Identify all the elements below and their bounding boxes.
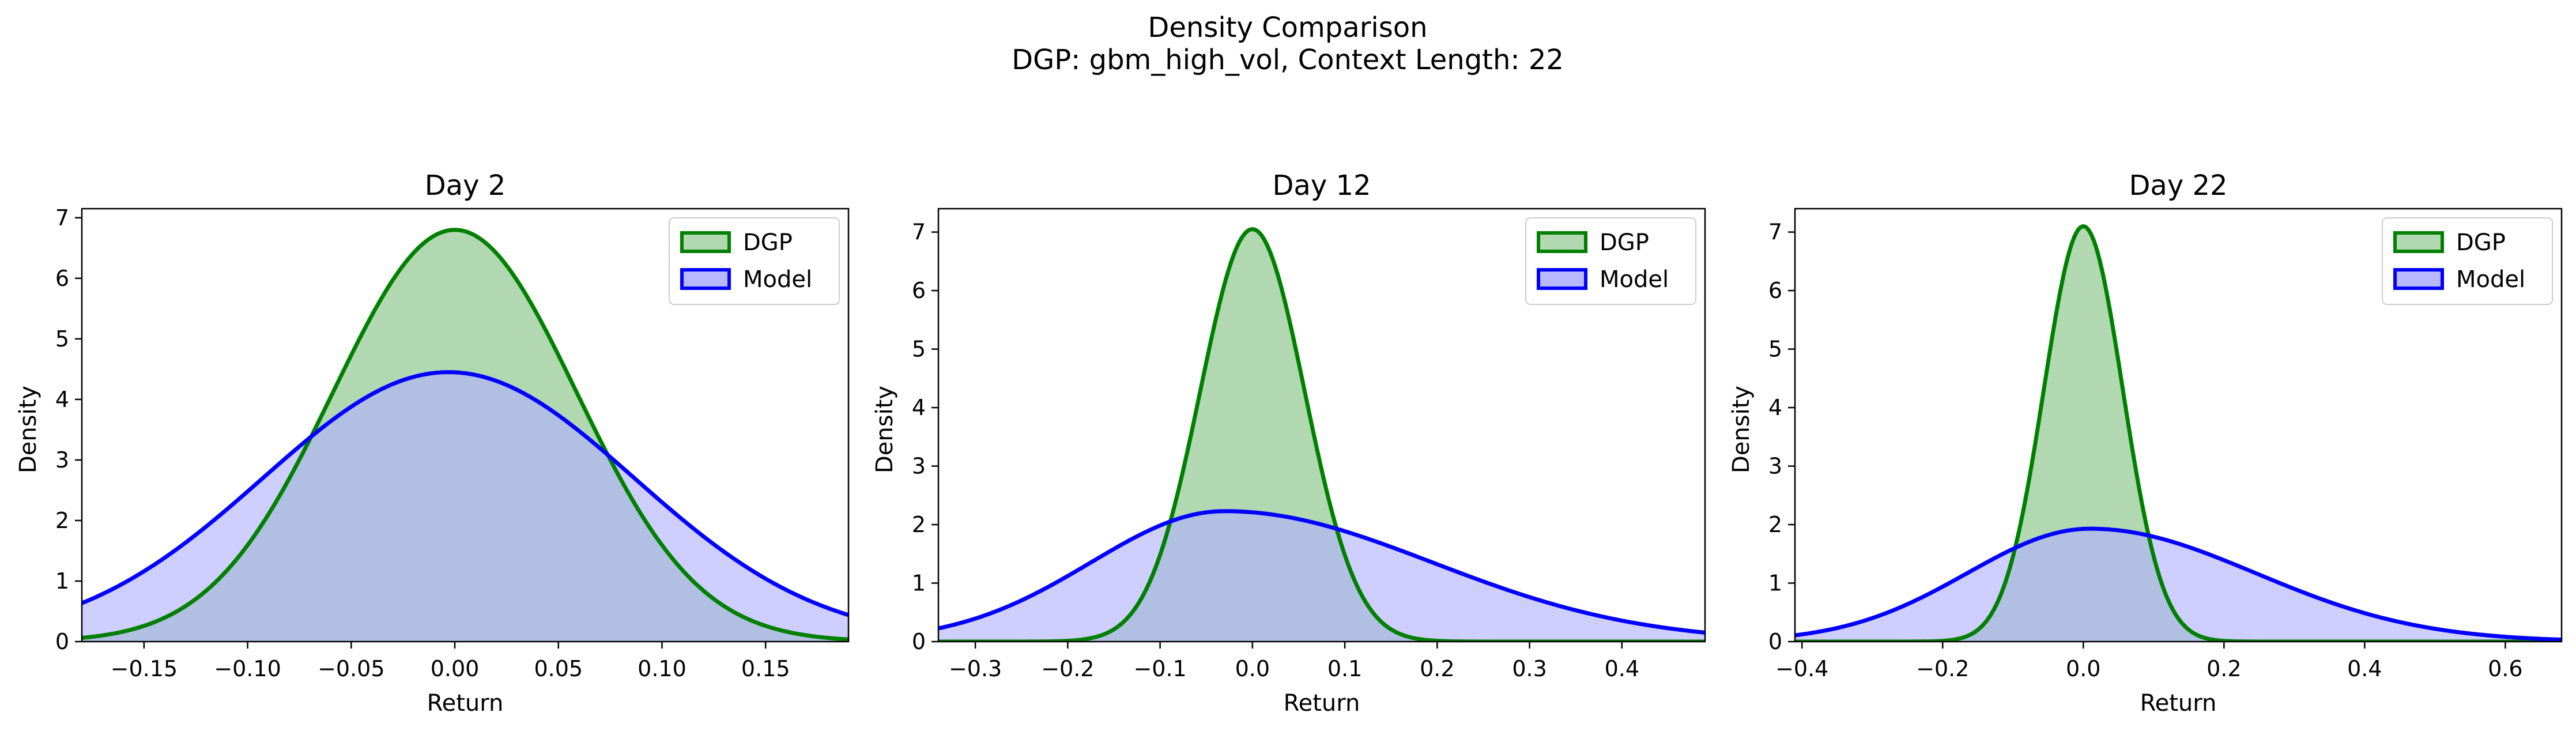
density-line-model — [938, 509, 1705, 635]
panel-title: Day 22 — [2129, 169, 2227, 202]
axes-frame — [81, 208, 850, 643]
y-tick-label: 1 — [55, 568, 69, 594]
legend-label-dgp: DGP — [2456, 229, 2506, 256]
legend: DGP Model — [669, 217, 840, 305]
x-tick-label: −0.4 — [1775, 656, 1828, 681]
plot-area: −0.15 −0.10 −0.05 0.00 0.05 0.10 0.15 0 1 2 3 4 5 6 7 D… — [55, 205, 850, 681]
panel-day-2: Day 2 −0.15 −0.10 −0.05 0.00 0.05 0.10 0.15 0 1 2… — [15, 169, 850, 717]
y-axis-label: Density — [872, 386, 898, 473]
x-tick-label: −0.2 — [1041, 656, 1094, 681]
x-tick-label: −0.05 — [318, 656, 384, 681]
y-tick-label: 4 — [1768, 395, 1782, 420]
density-fill-model — [82, 372, 848, 642]
legend-swatch-model — [2393, 268, 2444, 290]
y-tick-label: 6 — [55, 266, 69, 291]
x-tick-label: 0.3 — [1512, 656, 1547, 681]
y-tick-label: 1 — [1768, 571, 1782, 596]
y-tick-label: 7 — [1768, 220, 1782, 245]
x-tick-label: 0.0 — [1235, 656, 1270, 681]
x-tick-label: 0.1 — [1327, 656, 1362, 681]
legend-label-dgp: DGP — [1600, 229, 1649, 256]
y-tick-label: 6 — [912, 278, 926, 303]
x-axis-label: Return — [1284, 690, 1360, 717]
legend-swatch-dgp — [2393, 231, 2444, 253]
density-line-model — [1795, 526, 2562, 642]
legend: DGP Model — [1525, 217, 1696, 305]
x-tick-label: 0.00 — [431, 656, 480, 681]
density-fill-model — [938, 511, 1705, 642]
y-tick-label: 0 — [912, 629, 926, 654]
x-tick-label: 0.4 — [1605, 656, 1639, 681]
y-tick-label: 5 — [912, 337, 926, 362]
x-tick-label: −0.2 — [1916, 656, 1969, 681]
x-tick-label: −0.10 — [214, 656, 281, 681]
x-tick-label: 0.10 — [638, 656, 687, 681]
y-axis-label: Density — [15, 386, 42, 473]
plot-area: −0.4 −0.2 0.0 0.2 0.4 0.6 0 1 2 3 4 5 6 7 DGP Model — [1768, 208, 2563, 681]
x-tick-label: 0.05 — [534, 656, 583, 681]
x-tick-label: −0.15 — [111, 656, 178, 681]
y-tick-label: 0 — [1768, 629, 1782, 654]
figure-title: Density Comparison — [1148, 12, 1427, 44]
legend-label-dgp: DGP — [743, 229, 793, 256]
y-tick-label: 7 — [55, 205, 69, 231]
legend-swatch-model — [1537, 268, 1587, 290]
y-tick-label: 0 — [55, 629, 69, 654]
legend-label-model: Model — [743, 266, 812, 293]
y-tick-label: 4 — [55, 387, 69, 412]
panel-day-12: Day 12 −0.3 −0.2 −0.1 0.0 0.1 0.2 0.3 0.4 0 1 2 3 4 5… — [872, 169, 1706, 717]
x-tick-label: 0.2 — [1420, 656, 1454, 681]
x-tick-label: −0.1 — [1133, 656, 1186, 681]
y-tick-label: 1 — [912, 571, 926, 596]
x-tick-label: 0.0 — [2066, 656, 2100, 681]
figure-subtitle: DGP: gbm_high_vol, Context Length: 22 — [1012, 44, 1564, 76]
x-tick-label: 0.15 — [741, 656, 790, 681]
y-tick-label: 2 — [1768, 512, 1782, 537]
y-tick-label: 2 — [912, 512, 926, 537]
legend-label-model: Model — [2456, 266, 2525, 293]
density-line-dgp — [82, 228, 848, 642]
panel-title: Day 2 — [425, 169, 506, 202]
panel-title: Day 12 — [1272, 169, 1371, 202]
x-tick-label: 0.4 — [2347, 656, 2382, 681]
y-axis-label: Density — [1728, 386, 1755, 473]
y-tick-label: 7 — [912, 220, 926, 245]
legend-label-model: Model — [1600, 266, 1669, 293]
x-axis-label: Return — [2140, 690, 2217, 717]
y-tick-label: 3 — [55, 447, 69, 473]
y-tick-label: 6 — [1768, 278, 1782, 303]
y-tick-label: 3 — [1768, 454, 1782, 479]
x-tick-label: −0.3 — [949, 656, 1002, 681]
legend-swatch-model — [680, 268, 731, 290]
plot-area: −0.3 −0.2 −0.1 0.0 0.1 0.2 0.3 0.4 0 1 2 3 4 5 6 7 DGP Mo… — [912, 208, 1706, 681]
x-tick-label: 0.2 — [2207, 656, 2241, 681]
axes-frame — [937, 208, 1706, 643]
density-line-dgp — [938, 227, 1705, 642]
legend: DGP Model — [2382, 217, 2553, 305]
y-tick-label: 3 — [912, 454, 926, 479]
y-tick-label: 5 — [1768, 337, 1782, 362]
x-axis-label: Return — [427, 690, 504, 717]
x-tick-label: 0.6 — [2488, 656, 2522, 681]
y-tick-label: 2 — [55, 508, 69, 533]
density-line-model — [82, 370, 848, 617]
y-tick-label: 5 — [55, 326, 69, 352]
legend-swatch-dgp — [1537, 231, 1587, 253]
panel-day-22: Day 22 −0.4 −0.2 0.0 0.2 0.4 0.6 0 1 2 3 4 5 6 7 DGP Mo… — [1728, 169, 2563, 717]
axes-frame — [1794, 208, 2563, 643]
y-tick-label: 4 — [912, 395, 926, 420]
legend-swatch-dgp — [680, 231, 731, 253]
density-fill-model — [1795, 529, 2562, 642]
